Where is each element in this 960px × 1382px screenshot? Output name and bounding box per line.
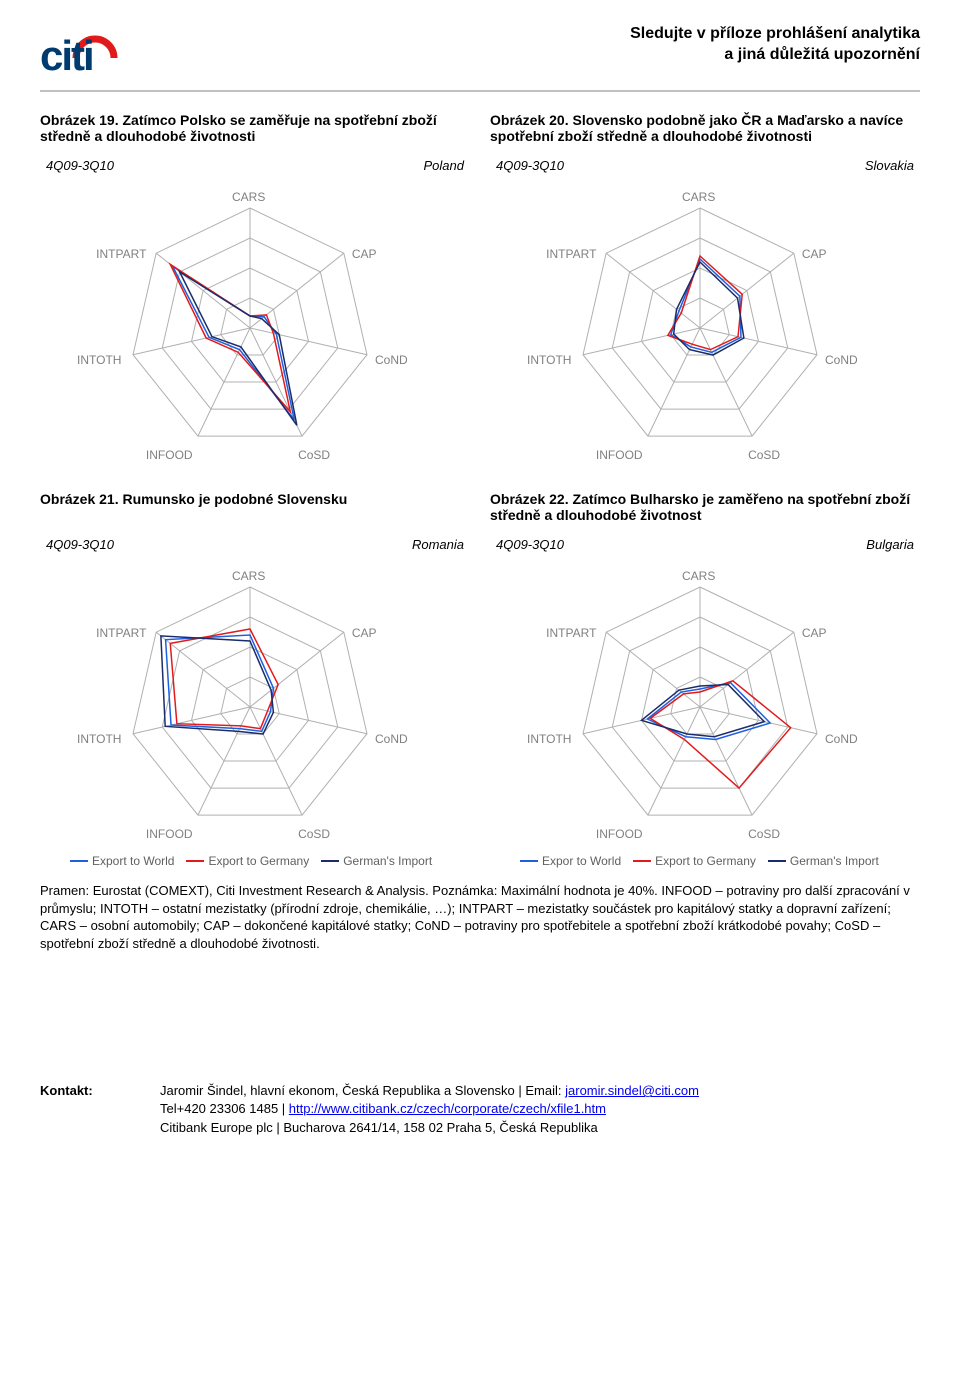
axis-label: CoND: [825, 353, 858, 367]
axis-label: INFOOD: [146, 448, 193, 462]
citi-logo: citi: [40, 24, 170, 80]
header-disclaimer: Sledujte v příloze prohlášení analytika …: [630, 24, 920, 66]
radar-chart-bulgaria: CARS CAP CoND CoSD INFOOD INTOTH INTPART: [490, 542, 910, 862]
axis-label: INTOTH: [77, 732, 121, 746]
source-footnote: Pramen: Eurostat (COMEXT), Citi Investme…: [40, 882, 920, 952]
page-header: citi Sledujte v příloze prohlášení analy…: [40, 24, 920, 92]
axis-label: CARS: [682, 190, 715, 204]
footer-line-3: Citibank Europe plc | Bucharova 2641/14,…: [160, 1119, 699, 1137]
charts-grid: Obrázek 19. Zatímco Polsko se zaměřuje n…: [40, 112, 920, 868]
axis-label: CoSD: [298, 448, 330, 462]
footer-label: Kontakt:: [40, 1082, 120, 1137]
footer-line-2-pre: Tel+420 23306 1485 |: [160, 1101, 289, 1116]
axis-label: CoSD: [748, 827, 780, 841]
axis-label: INFOOD: [596, 827, 643, 841]
radar-chart-romania: CARS CAP CoND CoSD INFOOD INTOTH INTPART: [40, 542, 460, 862]
footer-body: Jaromir Šindel, hlavní ekonom, Česká Rep…: [160, 1082, 699, 1137]
disclaimer-line-2: a jiná důležitá upozornění: [630, 45, 920, 66]
footer-line-1-pre: Jaromir Šindel, hlavní ekonom, Česká Rep…: [160, 1083, 565, 1098]
chart-caption: Obrázek 22. Zatímco Bulharsko je zaměřen…: [490, 491, 920, 531]
chart-block-poland: Obrázek 19. Zatímco Polsko se zaměřuje n…: [40, 112, 470, 483]
chart-caption: Obrázek 21. Rumunsko je podobné Slovensk…: [40, 491, 470, 531]
footer-line-2: Tel+420 23306 1485 | http://www.citibank…: [160, 1100, 699, 1118]
axis-label: CoND: [375, 732, 408, 746]
axis-label: INTOTH: [527, 732, 571, 746]
axis-label: CoND: [825, 732, 858, 746]
axis-label: CAP: [802, 626, 827, 640]
axis-label: INTPART: [96, 247, 146, 261]
footer-line-1: Jaromir Šindel, hlavní ekonom, Česká Rep…: [160, 1082, 699, 1100]
axis-label: INTPART: [546, 626, 596, 640]
axis-label: CAP: [802, 247, 827, 261]
radar-chart-poland: CARS CAP CoND CoSD INFOOD INTOTH INTPART: [40, 163, 460, 483]
axis-label: CAP: [352, 247, 377, 261]
axis-label: CoSD: [748, 448, 780, 462]
chart-block-bulgaria: Obrázek 22. Zatímco Bulharsko je zaměřen…: [490, 491, 920, 868]
chart-caption: Obrázek 19. Zatímco Polsko se zaměřuje n…: [40, 112, 470, 152]
axis-label: INTPART: [546, 247, 596, 261]
footer-url-link[interactable]: http://www.citibank.cz/czech/corporate/c…: [289, 1101, 606, 1116]
axis-label: INFOOD: [596, 448, 643, 462]
chart-block-romania: Obrázek 21. Rumunsko je podobné Slovensk…: [40, 491, 470, 868]
page-footer: Kontakt: Jaromir Šindel, hlavní ekonom, …: [40, 1082, 920, 1137]
chart-block-slovakia: Obrázek 20. Slovensko podobně jako ČR a …: [490, 112, 920, 483]
radar-chart-slovakia: CARS CAP CoND CoSD INFOOD INTOTH INTPART: [490, 163, 910, 483]
axis-label: CAP: [352, 626, 377, 640]
axis-label: CARS: [232, 190, 265, 204]
axis-label: INTOTH: [77, 353, 121, 367]
axis-label: INTPART: [96, 626, 146, 640]
axis-label: CoSD: [298, 827, 330, 841]
footer-email-link[interactable]: jaromir.sindel@citi.com: [565, 1083, 699, 1098]
logo-text: citi: [40, 32, 93, 80]
axis-label: CARS: [232, 569, 265, 583]
axis-label: CoND: [375, 353, 408, 367]
axis-label: INFOOD: [146, 827, 193, 841]
disclaimer-line-1: Sledujte v příloze prohlášení analytika: [630, 24, 920, 45]
chart-caption: Obrázek 20. Slovensko podobně jako ČR a …: [490, 112, 920, 152]
axis-label: INTOTH: [527, 353, 571, 367]
axis-label: CARS: [682, 569, 715, 583]
